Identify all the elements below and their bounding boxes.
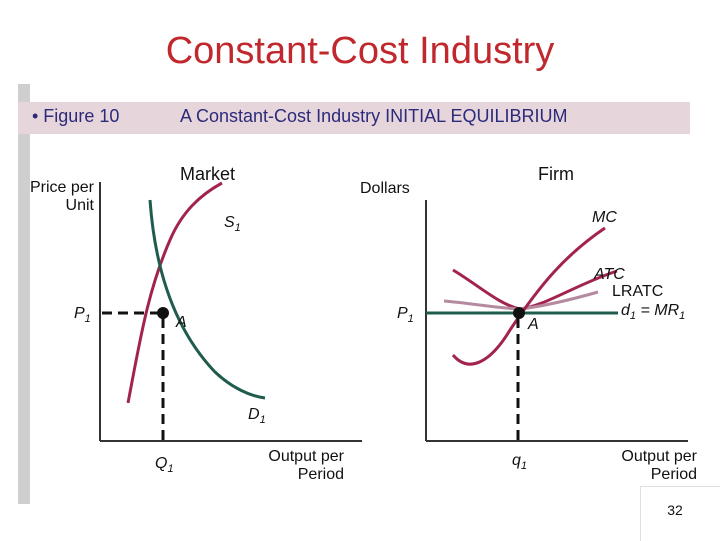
market-x-axis-label-line2: Period [297, 466, 344, 483]
firm-demand-label-text: d [621, 302, 630, 319]
market-y-axis-label-line1: Price per [29, 179, 94, 196]
atc-curve [443, 290, 599, 311]
market-supply-label-text: S [224, 214, 235, 231]
figure-caption: A Constant-Cost Industry INITIAL EQUILIB… [180, 106, 568, 126]
market-price-label-sub: 1 [84, 313, 91, 326]
figure-banner [18, 102, 690, 134]
left-accent-bar [18, 84, 30, 504]
market-x-axis-label: Output per Period [250, 448, 344, 484]
firm-quantity-label-sub: 1 [520, 460, 528, 473]
firm-quantity-label: q1 [512, 452, 527, 472]
market-y-axis-label: Price per Unit [14, 179, 94, 215]
market-price-label-text: P [74, 305, 85, 322]
market-supply-label: S1 [224, 214, 241, 234]
market-supply-label-sub: 1 [234, 222, 241, 235]
market-y-axis-label-line2: Unit [65, 197, 94, 214]
page-number-box [640, 486, 720, 541]
firm-x-axis-label-line2: Period [650, 466, 697, 483]
market-title: Market [180, 164, 236, 184]
firm-demand-label-sub: 1 [629, 310, 637, 323]
lratc-curve [452, 268, 618, 311]
firm-x-axis-label: Output per Period [600, 448, 697, 484]
firm-demand-label-eq: = MR [636, 302, 680, 319]
atc-label: ATC [594, 266, 625, 283]
mc-curve [451, 226, 606, 366]
firm-demand-label-eq-sub: 1 [679, 310, 686, 323]
firm-quantity-label-text: q [512, 452, 521, 469]
firm-point-label: A [528, 316, 539, 333]
slide-title: Constant-Cost Industry [165, 30, 555, 72]
firm-price-label: P1 [397, 305, 414, 325]
firm-price-label-text: P [397, 305, 408, 322]
firm-equilibrium-point [513, 307, 525, 319]
lratc-label: LRATC [612, 283, 664, 300]
firm-y-axis-label: Dollars [360, 180, 410, 197]
figure-label: • Figure 10 [32, 106, 120, 126]
market-x-axis-label-line1: Output per [268, 448, 344, 465]
firm-price-label-sub: 1 [407, 313, 414, 326]
firm-demand-label: d1 = MR1 [621, 302, 685, 322]
market-price-label: P1 [74, 305, 91, 325]
market-demand-label-sub: 1 [259, 414, 266, 427]
market-point-label: A [176, 314, 187, 331]
firm-title: Firm [538, 164, 574, 184]
market-quantity-label-sub: 1 [167, 463, 174, 476]
firm-x-axis-label-line1: Output per [621, 448, 697, 465]
market-equilibrium-point [157, 307, 169, 319]
mc-label: MC [592, 209, 617, 226]
market-demand-label: D1 [248, 406, 266, 426]
market-supply-curve [126, 181, 223, 404]
market-quantity-label-text: Q [155, 455, 168, 472]
market-demand-curve [148, 199, 266, 400]
market-quantity-label: Q1 [155, 455, 174, 475]
page-number: 32 [667, 502, 683, 518]
market-demand-label-text: D [248, 406, 260, 423]
